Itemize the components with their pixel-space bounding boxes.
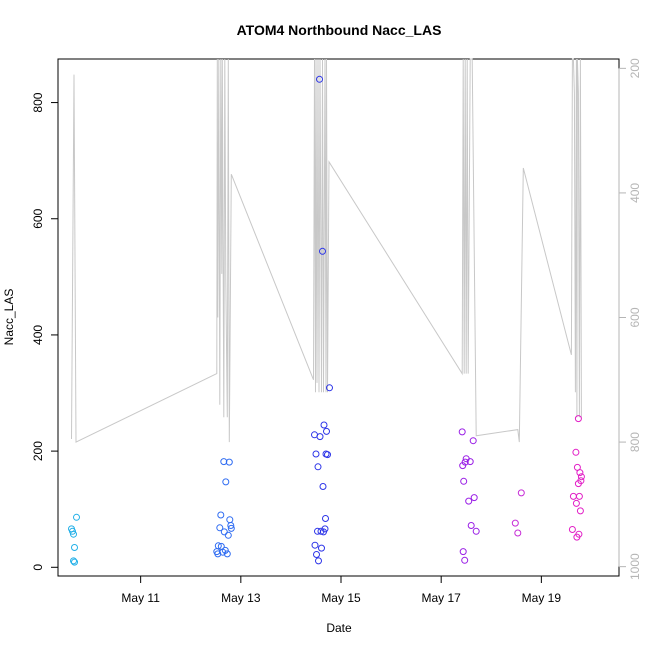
data-point [574,415,582,423]
x-tick-label: May 11 [121,591,160,605]
data-point [316,433,324,441]
y2-tick-label: 400 [628,183,642,203]
data-point [71,544,78,551]
y-axis-label: Nacc_LAS [2,289,16,346]
data-point [459,548,467,556]
data-point [321,525,329,533]
y-tick-label: 600 [31,208,45,228]
data-point [569,492,577,500]
x-tick-label: May 13 [221,591,261,605]
data-point [226,516,234,524]
x-tick-label: May 17 [422,591,462,605]
x-tick-label: May 19 [522,591,562,605]
data-point [73,513,80,521]
data-point [326,384,333,392]
data-point [71,558,78,566]
data-point [311,541,319,549]
data-point [472,527,480,535]
data-point [70,557,77,565]
data-point [470,494,478,502]
data-point [221,546,229,554]
plot-box [57,58,620,577]
data-point [575,530,583,538]
data-point [322,515,329,522]
data-point [517,489,525,497]
data-point [469,437,477,445]
data-point [467,522,475,529]
data-point [225,458,233,466]
data-point [214,542,222,550]
secondary-line [71,58,582,443]
y2-tick-label: 600 [628,307,642,327]
data-point [320,421,328,429]
y-tick-label: 400 [31,325,45,345]
data-point [222,478,230,486]
y-tick-label: 800 [31,92,45,112]
data-point [461,556,469,564]
secondary-series-line [71,58,582,443]
data-point [324,451,331,459]
data-point [223,550,231,558]
y2-tick-label: 800 [628,432,642,452]
data-point [69,527,76,535]
data-point [216,524,224,532]
y-axis: 0 200 400 600 800 [31,92,59,571]
data-point [323,427,330,435]
data-point [70,530,77,538]
y2-tick-label: 1000 [628,553,642,580]
data-point [465,497,473,505]
data-point [312,450,320,458]
data-point [318,544,325,552]
data-point [217,511,225,519]
data-point [458,428,466,436]
data-point [577,477,585,485]
data-point [227,522,235,529]
data-point [319,483,327,490]
x-axis: May 11 May 13 May 15 May 17 May 19 [121,575,562,605]
data-points [68,75,585,566]
plot-frame [57,58,620,577]
data-point [220,528,228,536]
data-point [577,473,585,481]
data-point [572,448,580,456]
data-point [576,507,584,515]
data-point [214,550,222,558]
x-axis-label: Date [326,621,352,635]
data-point [316,75,323,83]
data-point [315,557,322,565]
data-point [460,477,468,485]
data-point [568,526,576,533]
data-point [576,469,584,477]
data-point [319,247,326,255]
data-point [511,519,519,527]
data-point [313,551,320,558]
data-point [314,463,322,471]
data-point [572,499,580,507]
chart-title: ATOM4 Northbound Nacc_LAS [237,22,442,38]
y2-tick-label: 200 [628,58,642,78]
y-tick-label: 200 [31,441,45,461]
data-point [514,529,522,537]
data-point [227,524,235,532]
x-tick-label: May 15 [321,591,361,605]
y2-axis: 200 400 600 800 1000 [618,58,642,580]
data-point [224,531,232,539]
data-point [461,458,469,466]
y-tick-label: 0 [31,564,45,571]
data-point [466,458,474,466]
data-point [575,492,583,500]
